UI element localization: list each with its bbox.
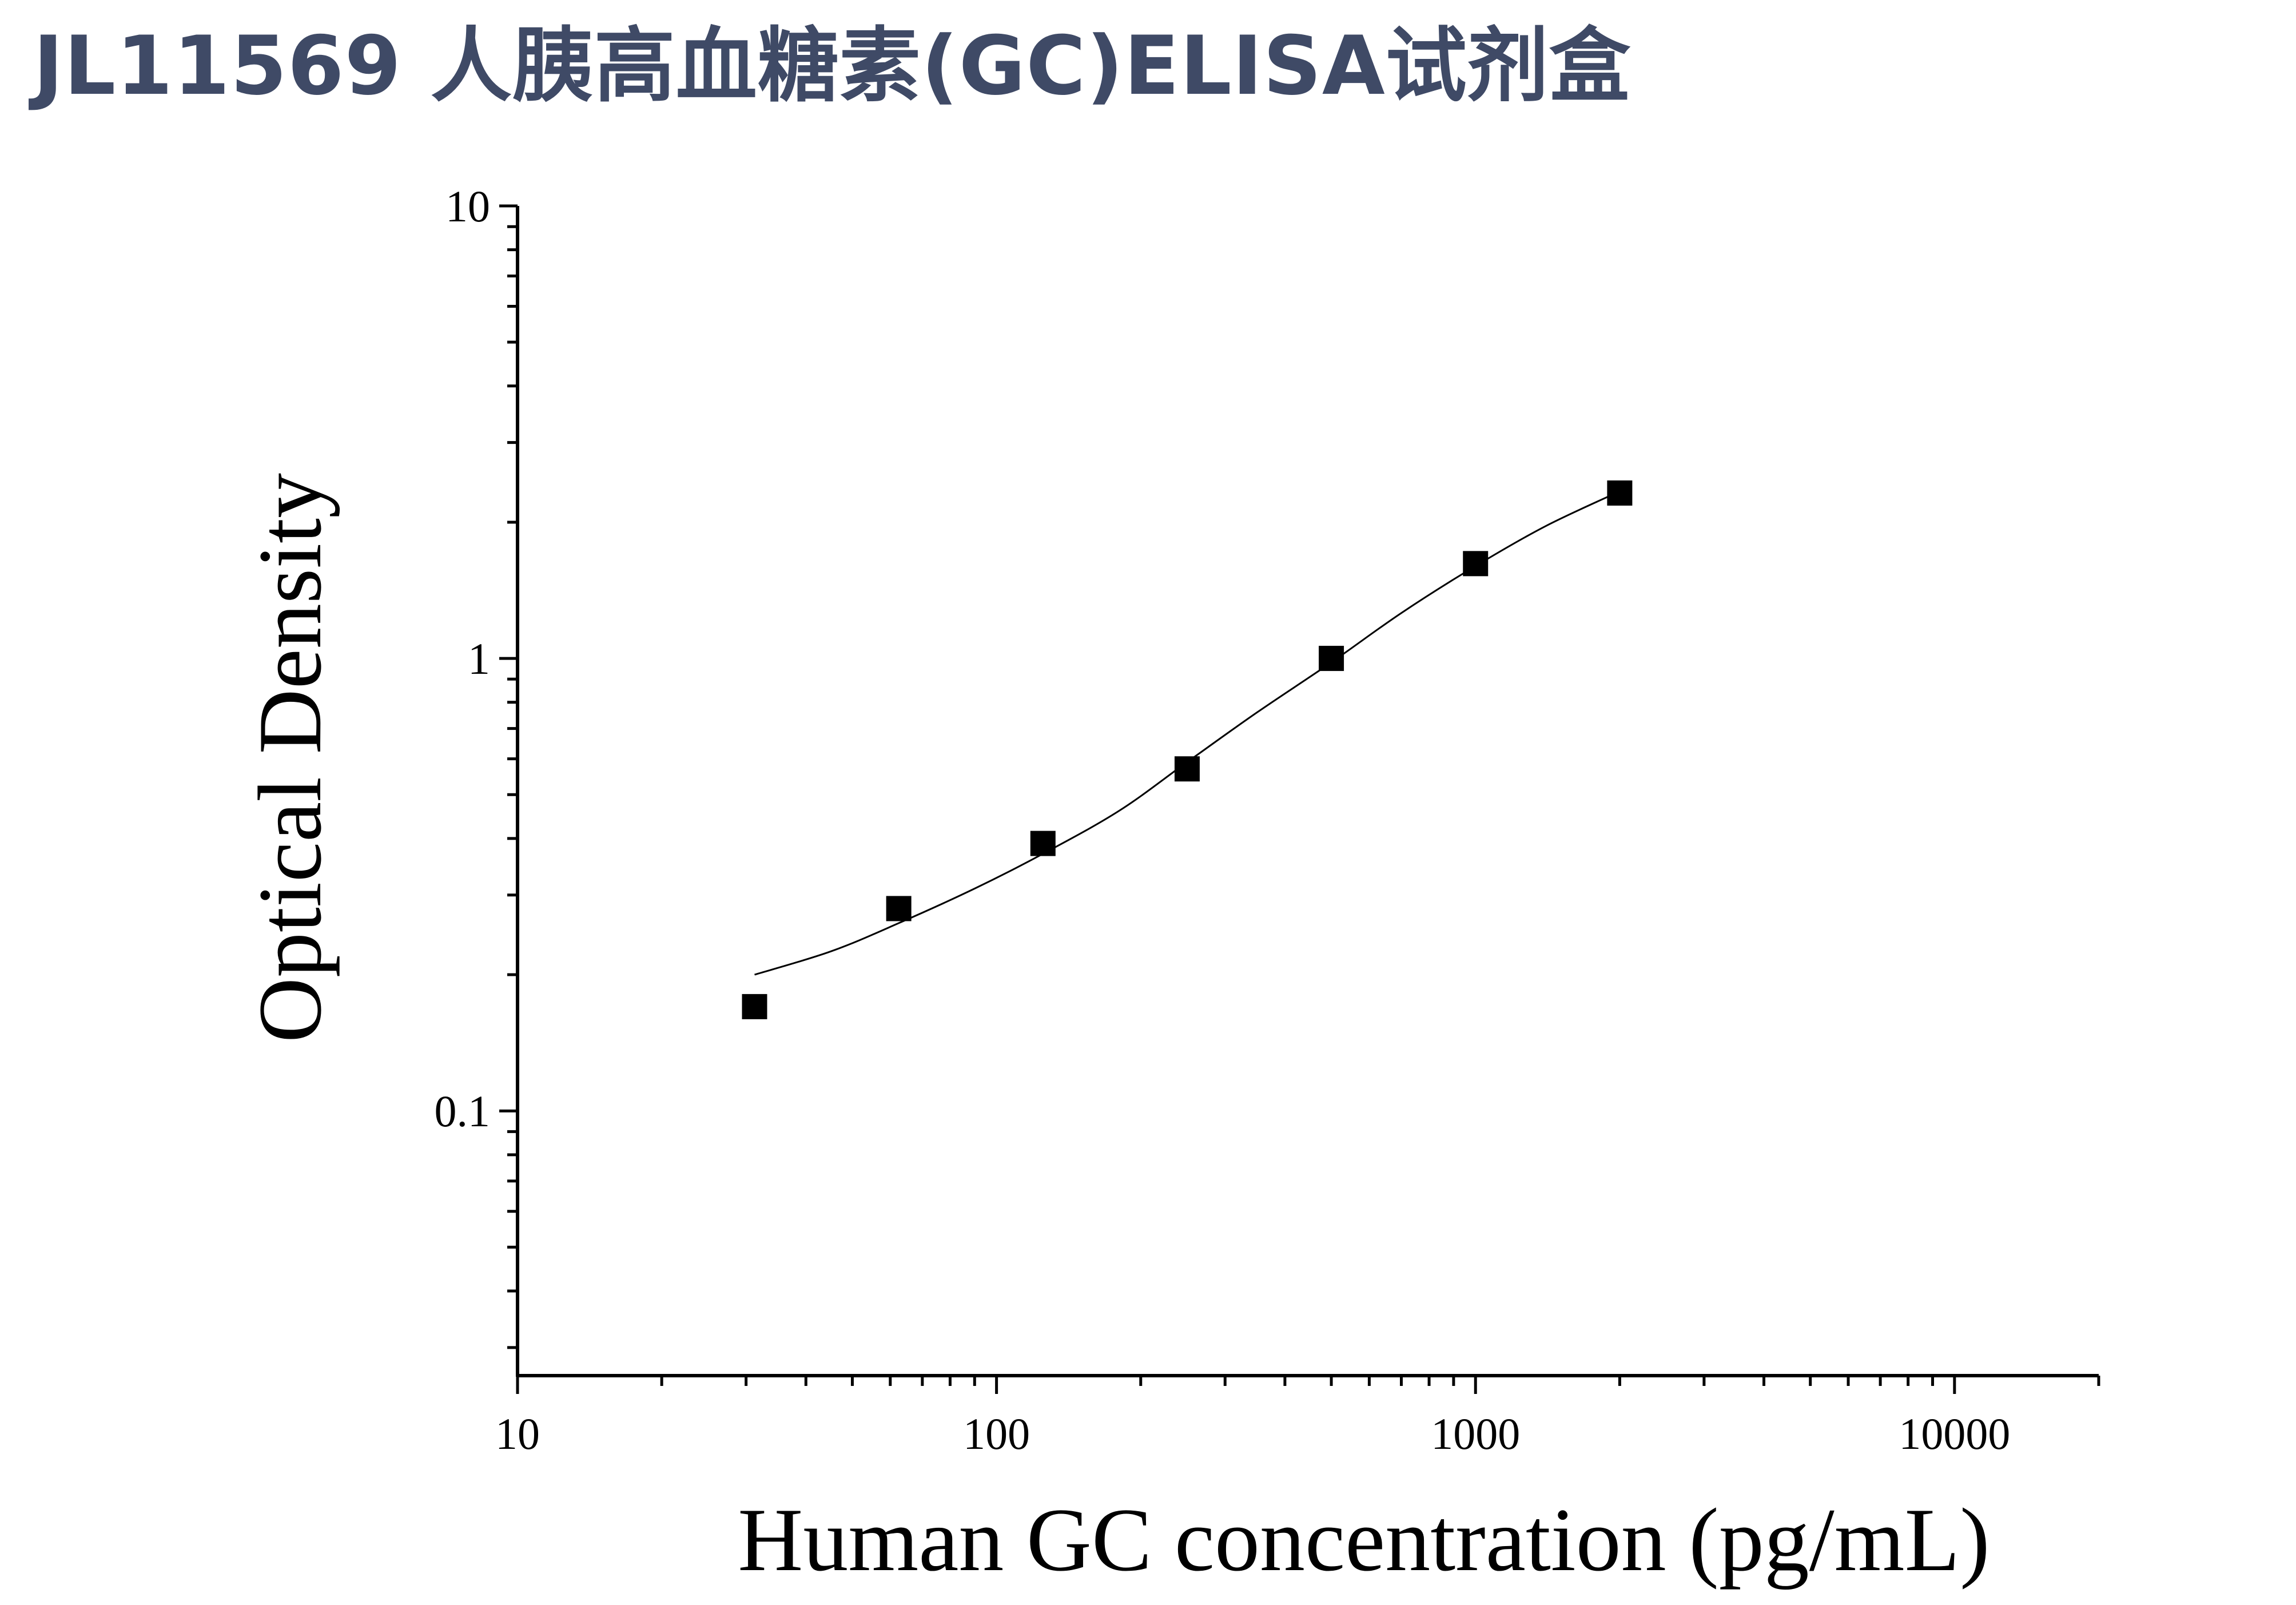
data-point-marker [1030,831,1056,856]
fit-curve-line [754,490,1621,976]
y-tick-label: 1 [468,634,490,684]
y-tick-label: 10 [445,181,490,231]
data-point-marker [886,896,912,921]
y-tick-label: 0.1 [435,1086,491,1136]
data-points-layer [742,480,1633,1019]
axes: 10 100 1000 10000 0.1 1 10 [435,181,2100,1459]
data-point-marker [742,994,767,1019]
x-tick-label: 1000 [1431,1409,1520,1459]
x-tick-label: 10000 [1899,1409,2010,1459]
data-point-marker [1463,551,1489,577]
data-point-marker [1607,480,1633,506]
x-tick-label: 10 [495,1409,540,1459]
y-axis-label: Optical Density [240,473,340,1043]
page-title: JL11569 人胰高血糖素(GC)ELISA试剂盒 [33,19,1631,113]
data-point-marker [1319,646,1344,672]
x-axis-label: Human GC concentration (pg/mL) [738,1490,1989,1590]
data-point-marker [1174,756,1200,782]
x-tick-label: 100 [963,1409,1030,1459]
fit-curve-layer [754,490,1621,976]
